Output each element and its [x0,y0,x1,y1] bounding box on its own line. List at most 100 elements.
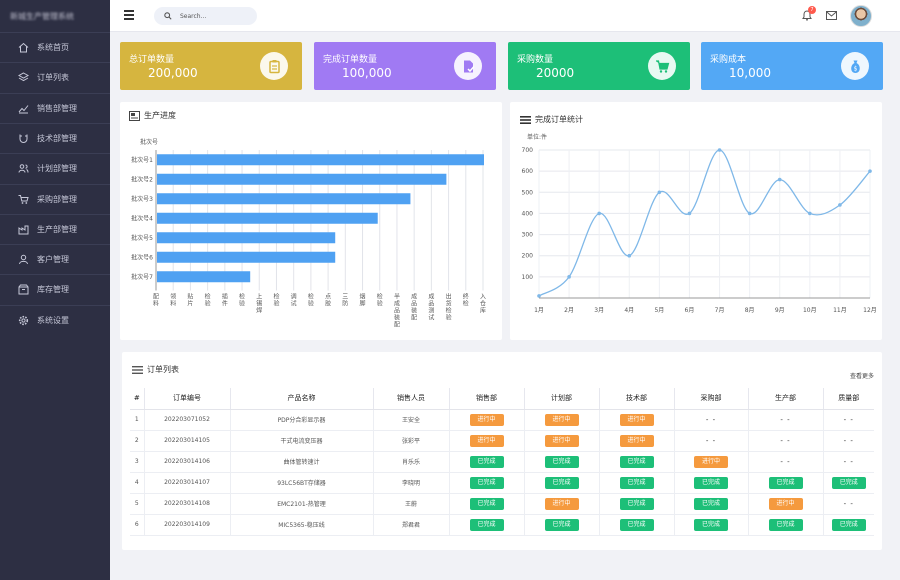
x-tick-label: 7月 [715,307,725,314]
status-cell: - - [823,451,874,473]
list-icon [132,365,143,374]
bar-category-label: 批次号1 [131,156,153,164]
stat-card-1: 总订单数量 200,000 [120,42,302,90]
orders-panel: 订单列表 查看更多 # 订单编号 产品名称 销售人员 销售部 计划部 技术部 采购部 生产部 质量… [122,352,882,550]
status-cell: - - [823,430,874,452]
status-badge: 进行中 [619,434,654,447]
y-axis-label: 单位:件 [527,133,547,141]
status-badge: 进行中 [694,455,728,468]
bar [157,232,336,244]
home-icon [18,42,29,53]
status-badge: 进行中 [544,434,579,447]
status-empty: - - [780,457,791,466]
search-box[interactable] [154,7,257,25]
status-badge: 已完成 [831,476,866,489]
cell-product: 干式电流变压器 [230,430,374,452]
production-progress-header: 生产进度 [129,110,176,121]
menu-toggle-icon[interactable] [124,10,134,20]
sidebar-item-label: 计划部管理 [37,164,77,174]
stat-value: 200,000 [148,66,198,80]
bar-category-label: 批次号3 [131,195,153,203]
search-input[interactable] [180,12,250,20]
orders-header: 订单列表 [132,364,179,375]
sidebar-item-2[interactable]: 订单列表 [0,62,110,92]
trend-icon [18,103,29,114]
status-empty: - - [705,436,717,445]
bar-category-label: 批次号2 [131,175,153,183]
cell-order-no: 202203071052 [144,409,231,431]
y-tick-label: 400 [522,210,534,217]
view-more-link[interactable]: 查看更多 [849,373,874,380]
search-icon [164,12,172,20]
production-progress-chart: 批次号批次号1批次号2批次号3批次号4批次号5批次号6批次号7配料领料贴片检验插… [131,138,486,329]
stat-card-4: 采购成本 10,000 $ [701,42,883,90]
orders-title: 订单列表 [147,365,179,374]
table-row[interactable]: 2 202203014105 干式电流变压器 张彩平 进行中 进行中 进行中 - - - - - … [130,430,874,452]
status-cell: 已完成 [674,514,749,536]
column-header: # [130,388,145,410]
table-row[interactable]: 5 202203014108 EMC2101-热管理 王蔚 已完成 进行中 已完成 已完成 进行… [130,493,874,515]
status-cell: 进行中 [748,493,824,515]
magnet-icon [18,133,29,144]
table-row[interactable]: 1 202203071052 PDP分合彩显示器 王安全 进行中 进行中 进行中 - - - -… [130,409,874,431]
stage-label: 成品测试 [428,293,434,322]
user-avatar[interactable] [850,5,872,27]
cell-order-no: 202203014107 [144,472,231,494]
cell-num: 1 [130,409,145,431]
status-cell: 已完成 [449,493,525,515]
data-point [597,211,601,216]
sidebar-item-3[interactable]: 销售部管理 [0,92,110,123]
cell-order-no: 202203014105 [144,430,231,452]
data-point [868,169,872,173]
monthly-orders-title: 完成订单统计 [535,115,583,124]
status-badge: 已完成 [619,518,654,531]
status-badge: 已完成 [694,497,728,510]
status-empty: - - [843,457,854,466]
table-row[interactable]: 3 202203014106 曲体管转速计 肖乐乐 已完成 已完成 已完成 进行中 - - - - [130,451,874,473]
sidebar-item-9[interactable]: 库存管理 [0,274,110,304]
sidebar-item-8[interactable]: 客户管理 [0,244,110,274]
sidebar-item-7[interactable]: 生产部管理 [0,213,110,244]
column-header: 技术部 [599,388,675,410]
status-badge: 已完成 [694,476,728,489]
status-cell: 已完成 [674,472,749,494]
chart-panel-icon [129,110,140,121]
stat-value: 100,000 [342,66,392,80]
monthly-orders-panel: 完成订单统计 单位:件 100 200 300 400 500 600 700 1月 2月 3月 4月… [510,102,882,340]
sidebar-item-6[interactable]: 采购部管理 [0,183,110,214]
table-row[interactable]: 4 202203014107 93LC56BT存储器 李晓明 已完成 已完成 已完成 已完成 已… [130,472,874,494]
status-cell: - - [748,451,824,473]
sidebar-item-4[interactable]: 技术部管理 [0,122,110,153]
stat-label: 采购数量 [517,55,554,65]
column-header: 销售人员 [373,388,450,410]
status-badge: 已完成 [544,476,579,489]
y-tick-label: 200 [522,253,534,260]
data-point [537,294,541,298]
users-icon [18,163,29,174]
sidebar-item-5[interactable]: 计划部管理 [0,153,110,183]
cart-icon [648,52,676,80]
cell-sales: 肖乐乐 [373,451,450,473]
bar [157,271,251,283]
bar [157,173,447,185]
status-cell: 已完成 [599,451,675,473]
status-cell: 已完成 [449,451,525,473]
cell-sales: 张彩平 [373,430,450,452]
y-tick-label: 300 [522,232,534,239]
notification-badge: 7 [808,6,816,14]
stage-label: 配料 [153,294,159,308]
table-row[interactable]: 6 202203014109 MIC5365-稳压线 郑君君 已完成 已完成 已完成 已完成 已… [130,514,874,536]
data-point [838,203,842,207]
status-cell: 进行中 [449,409,525,431]
status-badge: 已完成 [469,455,504,468]
mail-icon[interactable] [826,11,837,20]
status-badge: 已完成 [544,518,579,531]
layers-icon [18,72,29,83]
sidebar-item-10[interactable]: 系统设置 [0,304,110,335]
column-header: 采购部 [674,388,749,410]
list-icon [520,115,531,124]
sidebar-item-label: 客户管理 [37,255,69,265]
sidebar-item-1[interactable]: 系统首页 [0,32,110,62]
stage-label: 插件 [222,293,228,308]
stage-label: 上锡焊 [256,293,262,315]
